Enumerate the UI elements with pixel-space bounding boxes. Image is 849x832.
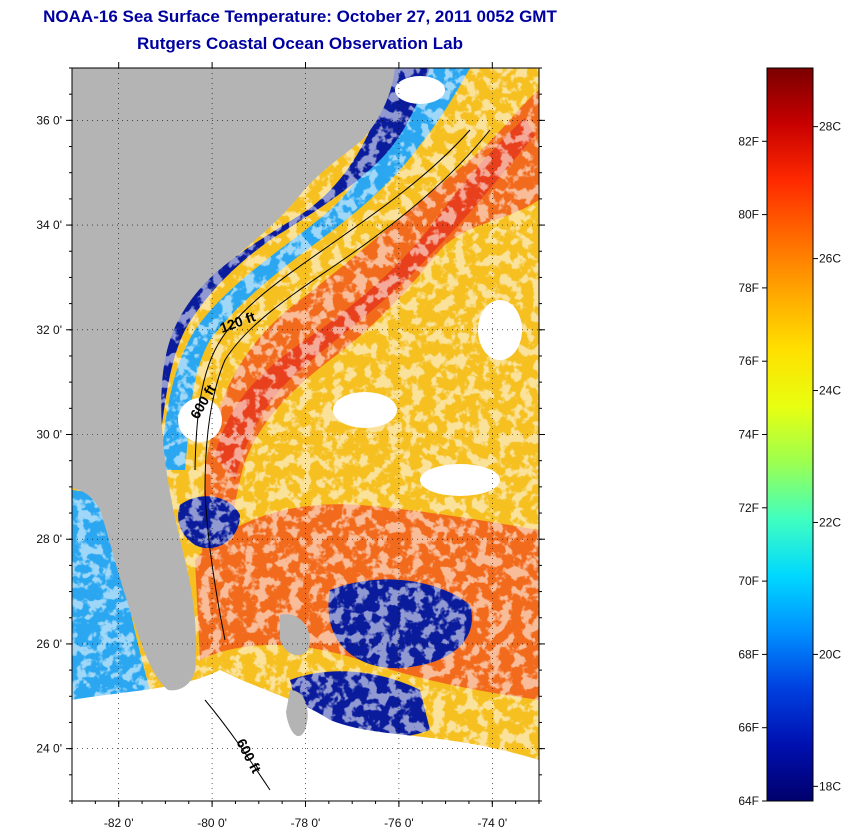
y-tick-label: 34 0' — [36, 218, 62, 232]
colorbar-c-label: 28C — [819, 120, 841, 134]
colorbar-f-label: 80F — [738, 208, 759, 222]
x-tick-label: -80 0' — [197, 816, 227, 830]
colorbar-c-label: 26C — [819, 252, 841, 266]
colorbar-f-label: 74F — [738, 428, 759, 442]
colorbar-f-label: 68F — [738, 647, 759, 661]
colorbar-celsius-labels: 28C 26C 24C 22C 20C 18C — [813, 120, 841, 793]
colorbar-f-label: 72F — [738, 501, 759, 515]
colorbar-f-label: 82F — [738, 134, 759, 148]
land-mainland — [72, 68, 395, 691]
land-bahamas — [280, 614, 310, 737]
x-tick-label: -78 0' — [291, 816, 321, 830]
isobath-600ft-south — [204, 699, 271, 791]
colorbar — [766, 67, 814, 802]
y-tick-label: 32 0' — [36, 323, 62, 337]
map-title: NOAA-16 Sea Surface Temperature: October… — [43, 7, 557, 26]
colorbar-f-label: 64F — [738, 794, 759, 808]
colorbar-c-label: 20C — [819, 647, 841, 661]
y-tick-label: 26 0' — [36, 637, 62, 651]
y-tick-label: 24 0' — [36, 742, 62, 756]
colorbar-c-label: 18C — [819, 779, 841, 793]
graticule — [72, 68, 539, 801]
map-subtitle: Rutgers Coastal Ocean Observation Lab — [137, 34, 463, 53]
colorbar-f-label: 76F — [738, 354, 759, 368]
y-axis-labels: 36 0' 34 0' 32 0' 30 0' 28 0' 26 0' 24 0' — [36, 113, 62, 755]
colorbar-f-label: 70F — [738, 574, 759, 588]
isobath-120ft — [194, 129, 471, 471]
x-tick-label: -76 0' — [384, 816, 414, 830]
colorbar-c-label: 22C — [819, 515, 841, 529]
y-tick-label: 28 0' — [36, 532, 62, 546]
isobath-600ft — [204, 129, 491, 641]
y-tick-label: 30 0' — [36, 428, 62, 442]
axis-ticks — [66, 62, 545, 807]
colorbar-c-label: 24C — [819, 384, 841, 398]
y-tick-label: 36 0' — [36, 113, 62, 127]
x-tick-label: -82 0' — [104, 816, 134, 830]
colorbar-f-label: 66F — [738, 721, 759, 735]
sst-map — [72, 68, 539, 801]
colorbar-fahrenheit-labels: 82F 80F 78F 76F 74F 72F 70F 68F 66F 64F — [738, 134, 767, 808]
colorbar-f-label: 78F — [738, 281, 759, 295]
x-tick-label: -74 0' — [477, 816, 507, 830]
x-axis-labels: -82 0' -80 0' -78 0' -76 0' -74 0' — [104, 816, 507, 830]
